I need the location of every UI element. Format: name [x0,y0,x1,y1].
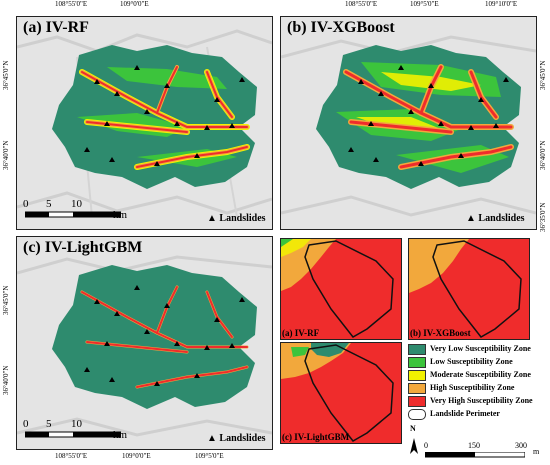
zoom-map-b [409,239,522,338]
top-tick-4: 109°5'0"E [410,0,439,8]
zoom-map-a [281,239,394,338]
susceptibility-map-c [52,265,257,409]
zoom-scale-bar [425,452,525,458]
legend-label: Landslide Perimeter [430,409,500,418]
legend-swatch [408,357,426,368]
zoom-panel-c: (c) IV-LightGBM [280,342,402,444]
scale-unit-c: km [113,429,128,441]
panel-title-a: (a) IV-RF [23,19,89,36]
susceptibility-legend: Very Low Susceptibility Zone Low Suscept… [408,344,548,424]
zoom-map-c [281,343,394,442]
map-panel-b: (b) IV-XGBoost ▲ Landslides [280,16,537,230]
zoom-scale-300: 300 [515,441,527,450]
legend-swatch [408,383,426,394]
scale-0-a: 0 [23,198,29,210]
bottom-tick-1: 108°55'0"E [55,452,88,460]
legend-label: Very High Susceptibility Zone [430,396,533,405]
legend-label: Low Susceptibility Zone [430,357,513,366]
zoom-panel-b: (b) IV-XGBoost [408,238,530,340]
legend-label: High Susceptibility Zone [430,383,515,392]
susceptibility-map-b [316,45,521,189]
susceptibility-map-a [52,45,257,189]
landslide-points-b [348,65,509,166]
zoom-scale-0: 0 [424,441,428,450]
left-tick-4: 36°40'0"N [2,365,10,395]
top-tick-2: 109°0'0"E [120,0,149,8]
panel-title-b: (b) IV-XGBoost [287,19,395,36]
zoom-scale-unit: m [533,447,540,456]
legend-swatch [408,409,426,420]
landslide-points-a [84,65,245,166]
landslides-legend-a: ▲ Landslides [207,213,266,224]
legend-label: Moderate Susceptibility Zone [430,370,531,379]
scale-bar-c [25,431,121,438]
landslides-legend-b: ▲ Landslides [466,213,525,224]
panel-title-c: (c) IV-LightGBM [23,239,143,256]
landslide-points-c [84,285,245,386]
bottom-tick-2: 109°0'0"E [122,452,151,460]
landslides-legend-c: ▲ Landslides [207,433,266,444]
north-arrow-icon [410,438,418,454]
legend-label: Very Low Susceptibility Zone [430,344,531,353]
bottom-tick-3: 109°5'0"E [195,452,224,460]
zoom-label-c: (c) IV-LightGBM [282,432,350,442]
top-tick-3: 108°55'0"E [345,0,378,8]
left-tick-3: 36°45'0"N [2,285,10,315]
map-panel-a: (a) IV-RF 0 5 10 km ▲ Landslides [16,16,273,230]
north-label: N [410,424,416,433]
scale-0-c: 0 [23,418,29,430]
zoom-panel-a: (a) IV-RF [280,238,402,340]
scale-unit-a: km [113,209,128,221]
top-tick-5: 109°10'0"E [485,0,518,8]
right-tick-1: 36°45'0"N [539,60,547,90]
scale-10-c: 10 [71,418,82,430]
scale-10-a: 10 [71,198,82,210]
top-tick-1: 108°55'0"E [55,0,88,8]
zoom-scale-150: 150 [468,441,480,450]
zoom-label-a: (a) IV-RF [282,328,320,338]
legend-swatch [408,370,426,381]
scale-bar-a [25,211,121,218]
scale-5-c: 5 [46,418,52,430]
left-tick-2: 36°40'0"N [2,140,10,170]
right-tick-2: 36°40'0"N [539,140,547,170]
legend-swatch [408,344,426,355]
left-tick-1: 36°45'0"N [2,60,10,90]
map-panel-c: (c) IV-LightGBM 0 5 10 km ▲ Landslides [16,236,273,450]
scale-5-a: 5 [46,198,52,210]
right-tick-3: 36°35'0"N [539,202,547,232]
zoom-label-b: (b) IV-XGBoost [410,328,471,338]
legend-swatch [408,396,426,407]
